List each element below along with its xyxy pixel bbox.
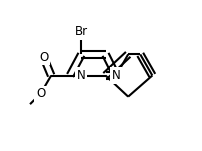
Text: Br: Br [75,25,88,38]
Text: O: O [39,51,48,64]
Text: N: N [77,69,86,82]
Text: N: N [112,69,120,82]
Text: O: O [36,87,45,100]
